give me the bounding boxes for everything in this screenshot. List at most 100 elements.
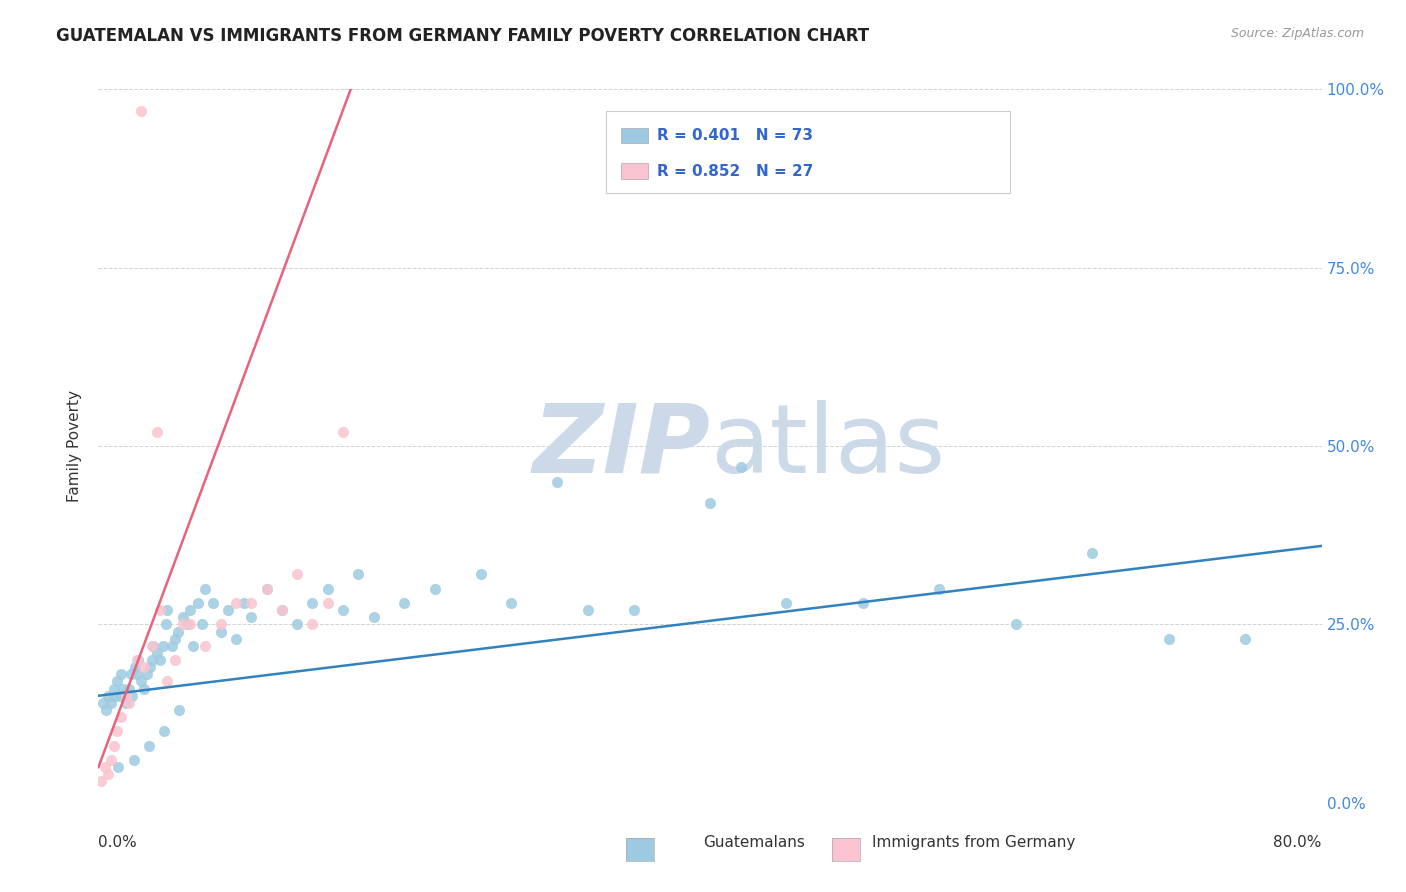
Point — [105, 674, 128, 689]
Point — [97, 689, 120, 703]
Point — [163, 632, 186, 646]
Point — [270, 603, 294, 617]
Point — [115, 696, 138, 710]
Point — [730, 460, 752, 475]
Text: Source: ZipAtlas.com: Source: ZipAtlas.com — [1230, 27, 1364, 40]
Point — [90, 774, 112, 789]
Point — [225, 632, 247, 646]
Point — [423, 582, 446, 596]
Y-axis label: Family Poverty: Family Poverty — [67, 390, 83, 502]
Point — [301, 617, 323, 632]
Point — [152, 639, 174, 653]
Point — [160, 639, 183, 653]
Point — [136, 667, 159, 681]
Point — [623, 603, 645, 617]
Point — [91, 696, 114, 710]
Point — [94, 703, 117, 717]
Point — [928, 582, 950, 596]
Point — [217, 603, 239, 617]
Text: atlas: atlas — [710, 400, 945, 492]
Bar — [620, 128, 648, 144]
Point — [122, 753, 145, 767]
Point — [110, 667, 132, 681]
Point — [470, 567, 492, 582]
Point — [97, 767, 120, 781]
Point — [138, 739, 160, 753]
Point — [156, 603, 179, 617]
Point — [103, 681, 125, 696]
Point — [169, 703, 191, 717]
Point — [332, 603, 354, 617]
Point — [194, 582, 217, 596]
Point — [121, 689, 143, 703]
Point — [316, 582, 339, 596]
Point — [118, 681, 141, 696]
Point — [118, 696, 141, 710]
Text: 0.0%: 0.0% — [98, 836, 138, 850]
Point — [149, 603, 172, 617]
Point — [125, 653, 148, 667]
Point — [100, 696, 122, 710]
Point — [172, 617, 194, 632]
Point — [103, 739, 125, 753]
Point — [142, 639, 165, 653]
Point — [501, 596, 523, 610]
Point — [179, 603, 201, 617]
Point — [93, 760, 115, 774]
Point — [187, 596, 209, 610]
Point — [129, 103, 152, 118]
Point — [1234, 632, 1257, 646]
Point — [108, 689, 131, 703]
Text: R = 0.401   N = 73: R = 0.401 N = 73 — [658, 128, 814, 143]
Point — [105, 724, 128, 739]
Point — [156, 674, 179, 689]
Point — [124, 660, 146, 674]
Point — [141, 639, 163, 653]
Point — [332, 425, 354, 439]
Point — [699, 496, 721, 510]
Point — [129, 674, 152, 689]
Bar — [620, 163, 648, 179]
Point — [104, 689, 127, 703]
Point — [232, 596, 254, 610]
Point — [125, 667, 148, 681]
Point — [1081, 546, 1104, 560]
Point — [240, 610, 263, 624]
Point — [139, 660, 162, 674]
Point — [127, 653, 149, 667]
FancyBboxPatch shape — [606, 111, 1010, 193]
Point — [546, 475, 568, 489]
Point — [301, 596, 323, 610]
Text: ZIP: ZIP — [531, 400, 710, 492]
Point — [163, 653, 186, 667]
Point — [145, 425, 167, 439]
Point — [141, 653, 163, 667]
Point — [209, 624, 232, 639]
Point — [576, 603, 599, 617]
Point — [115, 689, 138, 703]
Point — [225, 596, 247, 610]
Text: GUATEMALAN VS IMMIGRANTS FROM GERMANY FAMILY POVERTY CORRELATION CHART: GUATEMALAN VS IMMIGRANTS FROM GERMANY FA… — [56, 27, 869, 45]
Point — [775, 596, 797, 610]
Point — [1157, 632, 1180, 646]
Point — [145, 646, 167, 660]
Point — [316, 596, 339, 610]
Text: 80.0%: 80.0% — [1274, 836, 1322, 850]
Point — [191, 617, 214, 632]
Point — [167, 624, 190, 639]
Point — [256, 582, 278, 596]
Point — [852, 596, 875, 610]
Point — [240, 596, 263, 610]
Point — [179, 617, 201, 632]
Point — [107, 760, 129, 774]
Point — [1004, 617, 1026, 632]
Point — [181, 639, 204, 653]
Point — [111, 681, 134, 696]
Point — [155, 617, 177, 632]
Point — [172, 610, 194, 624]
Point — [120, 667, 142, 681]
Point — [270, 603, 294, 617]
Point — [194, 639, 217, 653]
Point — [176, 617, 198, 632]
Point — [209, 617, 232, 632]
